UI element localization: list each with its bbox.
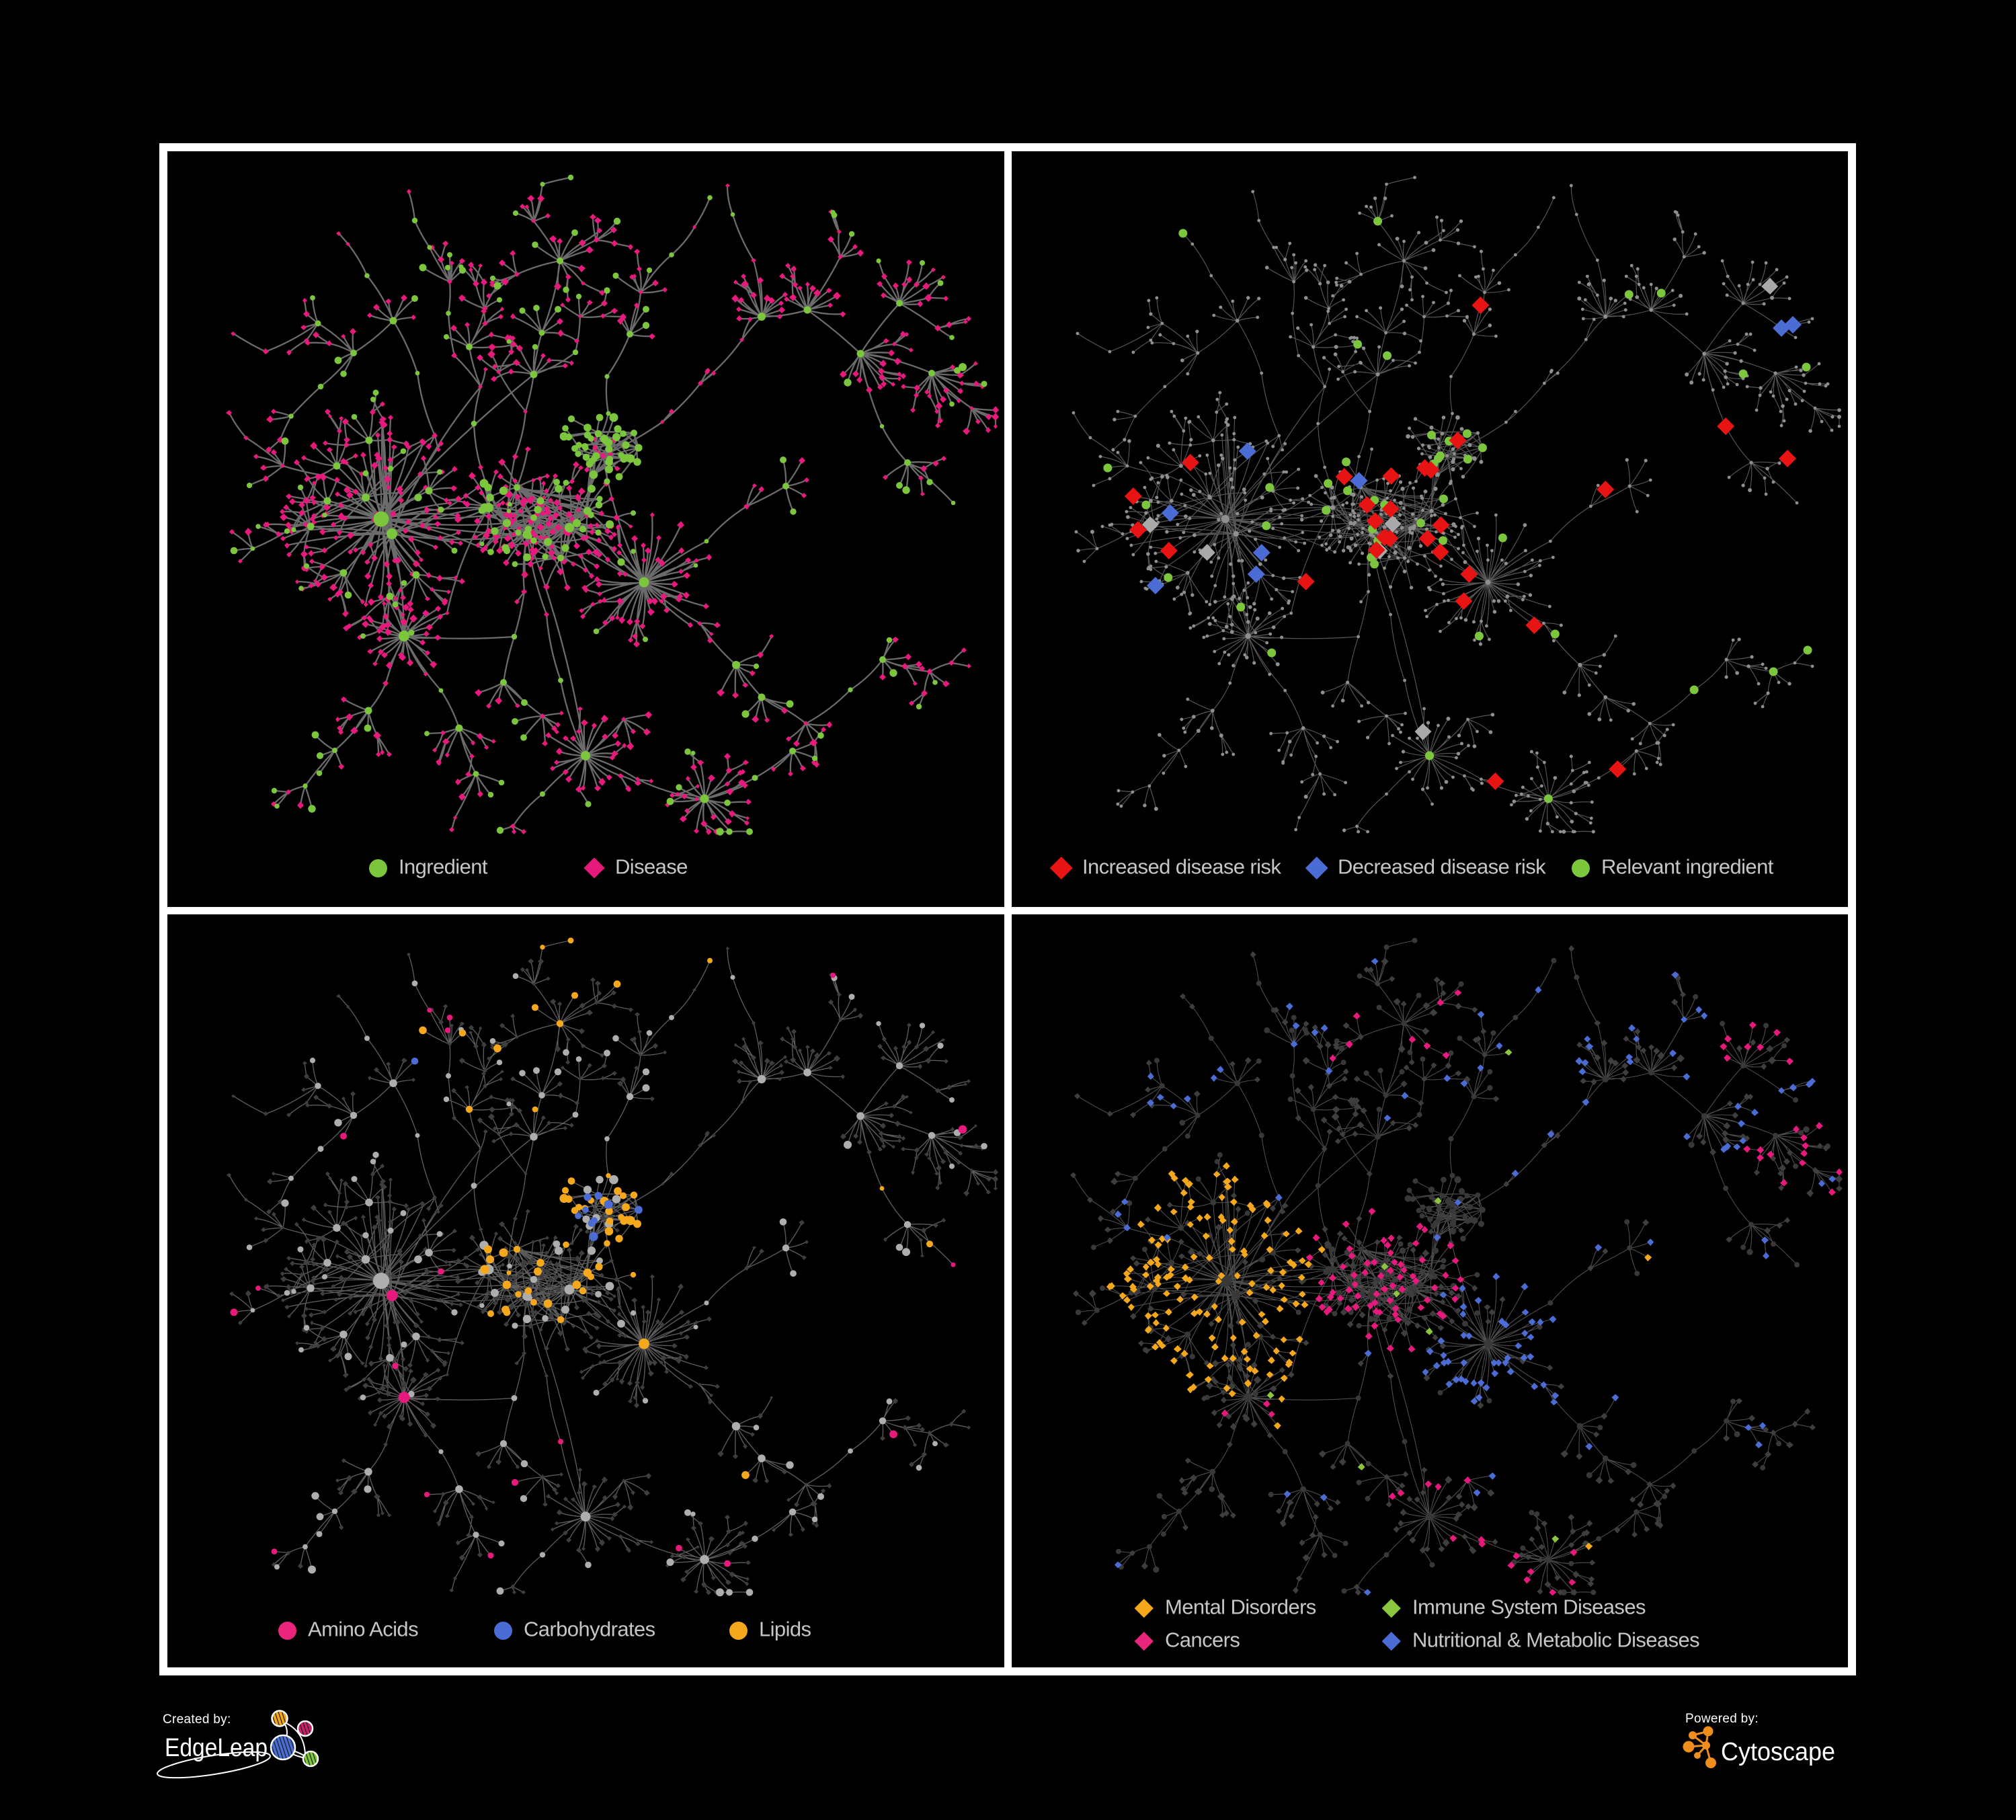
- svg-text:Cytoscape: Cytoscape: [1721, 1738, 1835, 1766]
- svg-text:EdgeLeap: EdgeLeap: [165, 1734, 268, 1762]
